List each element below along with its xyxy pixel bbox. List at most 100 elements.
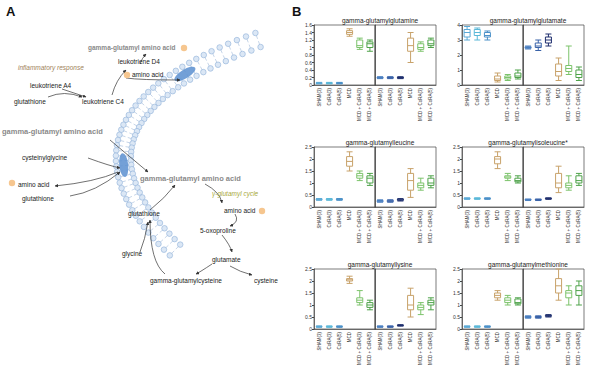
svg-text:A: A [6, 4, 16, 19]
svg-text:CoRA(3): CoRA(3) [388, 88, 393, 106]
svg-text:SHAM(3): SHAM(3) [465, 210, 470, 229]
svg-text:1: 1 [457, 180, 460, 186]
svg-text:gamma-glutamyllysine: gamma-glutamyllysine [348, 261, 413, 269]
svg-text:SHAM(3): SHAM(3) [317, 332, 322, 351]
svg-text:CoRA(5): CoRA(5) [337, 210, 342, 228]
svg-text:MCD: MCD [408, 87, 413, 98]
svg-text:3: 3 [457, 37, 460, 43]
svg-text:SHAM(3): SHAM(3) [465, 88, 470, 107]
svg-text:gamma-glutamylglutamine: gamma-glutamylglutamine [342, 17, 419, 25]
svg-text:1.4: 1.4 [305, 30, 312, 36]
svg-text:0.6: 0.6 [305, 60, 312, 66]
svg-text:0: 0 [309, 204, 312, 210]
svg-text:glutathione: glutathione [128, 210, 160, 218]
svg-text:amino acid: amino acid [132, 71, 164, 78]
svg-text:SHAM(3): SHAM(3) [526, 332, 531, 351]
svg-text:1: 1 [309, 302, 312, 308]
svg-text:CoRA(5): CoRA(5) [546, 88, 551, 106]
svg-text:0: 0 [457, 204, 460, 210]
svg-text:CoRA(3): CoRA(3) [388, 210, 393, 228]
svg-text:gamma-glutamyl amino acid: gamma-glutamyl amino acid [88, 44, 175, 52]
svg-text:MCD + CoRA(3): MCD + CoRA(3) [505, 210, 510, 243]
svg-text:leukotriene A4: leukotriene A4 [30, 82, 72, 89]
svg-text:CoRA(3): CoRA(3) [536, 332, 541, 350]
svg-text:CoRA(5): CoRA(5) [337, 332, 342, 350]
svg-text:leukotriene D4: leukotriene D4 [118, 58, 160, 65]
svg-text:MCD: MCD [495, 209, 500, 220]
svg-text:MCD + CoRA(3): MCD + CoRA(3) [505, 88, 510, 121]
svg-text:1.6: 1.6 [305, 22, 312, 28]
svg-text:cysteinylglycine: cysteinylglycine [22, 154, 68, 162]
svg-text:CoRA(3): CoRA(3) [327, 88, 332, 106]
svg-text:MCD: MCD [408, 209, 413, 220]
svg-text:1: 1 [457, 302, 460, 308]
svg-text:SHAM(3): SHAM(3) [378, 210, 383, 229]
svg-text:0.8: 0.8 [305, 52, 312, 58]
svg-text:2: 2 [309, 278, 312, 284]
svg-text:MCD + CoRA(3): MCD + CoRA(3) [566, 332, 571, 365]
svg-text:B: B [292, 4, 301, 19]
svg-text:CoRA(5): CoRA(5) [398, 210, 403, 228]
svg-text:0.5: 0.5 [453, 314, 460, 320]
svg-text:MCD: MCD [347, 331, 352, 342]
svg-text:CoRA(3): CoRA(3) [475, 210, 480, 228]
svg-text:MCD + CoRA(3): MCD + CoRA(3) [418, 332, 423, 365]
svg-text:glutamate: glutamate [212, 256, 241, 264]
svg-text:gamma-glutamylcysteine: gamma-glutamylcysteine [150, 277, 222, 285]
svg-text:0.5: 0.5 [305, 192, 312, 198]
svg-text:MCD + CoRA(3): MCD + CoRA(3) [566, 88, 571, 121]
svg-text:SHAM(3): SHAM(3) [378, 332, 383, 351]
svg-text:2: 2 [457, 52, 460, 58]
svg-text:1: 1 [309, 45, 312, 51]
svg-text:CoRA(5): CoRA(5) [337, 88, 342, 106]
svg-text:2.5: 2.5 [453, 144, 460, 150]
svg-text:CoRA(5): CoRA(5) [546, 332, 551, 350]
svg-text:0.5: 0.5 [305, 314, 312, 320]
svg-text:gamma-glutamylglutamate: gamma-glutamylglutamate [490, 17, 567, 25]
svg-text:glycine: glycine [122, 250, 143, 258]
svg-text:1.5: 1.5 [305, 290, 312, 296]
svg-text:1: 1 [457, 67, 460, 73]
svg-text:2.5: 2.5 [453, 266, 460, 272]
svg-text:MCD + CoRA(5): MCD + CoRA(5) [576, 88, 581, 121]
svg-text:2: 2 [457, 156, 460, 162]
svg-text:MCD + CoRA(5): MCD + CoRA(5) [428, 332, 433, 365]
svg-text:CoRA(3): CoRA(3) [536, 88, 541, 106]
svg-text:SHAM(3): SHAM(3) [317, 88, 322, 107]
svg-text:MCD + CoRA(3): MCD + CoRA(3) [357, 210, 362, 243]
svg-text:1.2: 1.2 [305, 37, 312, 43]
svg-text:cysteine: cysteine [254, 277, 278, 285]
svg-text:MCD: MCD [556, 87, 561, 98]
svg-text:CoRA(3): CoRA(3) [327, 210, 332, 228]
svg-text:MCD: MCD [495, 331, 500, 342]
svg-text:MCD + CoRA(5): MCD + CoRA(5) [576, 332, 581, 365]
svg-text:0.4: 0.4 [305, 67, 312, 73]
svg-text:gamma-glutamylleucine: gamma-glutamylleucine [346, 139, 415, 147]
svg-text:CoRA(5): CoRA(5) [485, 88, 490, 106]
svg-text:CoRA(5): CoRA(5) [546, 210, 551, 228]
svg-text:CoRA(3): CoRA(3) [475, 332, 480, 350]
svg-text:CoRA(3): CoRA(3) [475, 88, 480, 106]
svg-text:amino acid: amino acid [224, 207, 256, 214]
svg-text:1.5: 1.5 [453, 290, 460, 296]
svg-text:glutathione: glutathione [14, 98, 46, 106]
svg-text:leukotriene C4: leukotriene C4 [82, 98, 124, 105]
svg-text:MCD: MCD [408, 331, 413, 342]
svg-text:MCD: MCD [556, 209, 561, 220]
svg-text:gamma-glutamyl amino acid: gamma-glutamyl amino acid [2, 127, 103, 136]
svg-text:gamma-glutamylmethionine: gamma-glutamylmethionine [488, 261, 568, 269]
svg-text:CoRA(3): CoRA(3) [536, 210, 541, 228]
svg-text:γ-glutamyl cycle: γ-glutamyl cycle [212, 190, 259, 198]
svg-text:MCD + CoRA(3): MCD + CoRA(3) [357, 88, 362, 121]
svg-text:4: 4 [457, 22, 460, 28]
svg-text:CoRA(5): CoRA(5) [485, 332, 490, 350]
svg-text:SHAM(3): SHAM(3) [465, 332, 470, 351]
svg-text:2: 2 [457, 278, 460, 284]
svg-text:MCD + CoRA(3): MCD + CoRA(3) [418, 88, 423, 121]
svg-text:MCD + CoRA(5): MCD + CoRA(5) [367, 332, 372, 365]
svg-text:MCD + CoRA(5): MCD + CoRA(5) [515, 332, 520, 365]
svg-text:MCD + CoRA(5): MCD + CoRA(5) [515, 88, 520, 121]
svg-text:MCD + CoRA(3): MCD + CoRA(3) [357, 332, 362, 365]
svg-text:inflammatory response: inflammatory response [18, 64, 84, 72]
svg-text:CoRA(5): CoRA(5) [398, 332, 403, 350]
